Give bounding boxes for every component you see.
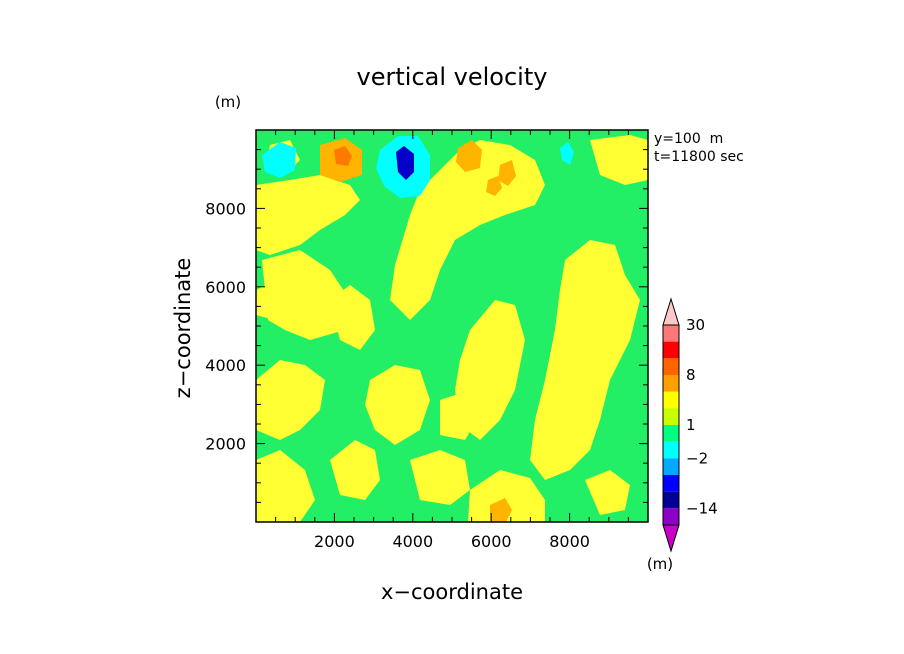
colorbar-swatch: [663, 408, 679, 425]
colorbar-swatch: [663, 475, 679, 492]
chart-title: vertical velocity: [357, 63, 548, 91]
x-tick-label: 4000: [392, 532, 433, 551]
colorbar-swatch: [663, 441, 679, 459]
strong-positive-regions: [334, 146, 352, 166]
y-axis-label: z−coordinate: [171, 258, 195, 399]
colorbar-tick-label: −14: [686, 499, 718, 517]
y-axis-unit: (m): [215, 93, 241, 111]
colorbar-swatch: [663, 391, 679, 409]
colorbar-tick-label: 1: [686, 416, 696, 434]
axis-tick-labels: 2000 4000 6000 8000 2000 4000 6000 8000: [205, 199, 590, 551]
annotation-t: t=11800 sec: [654, 149, 744, 165]
colorbar-tick-label: 30: [686, 316, 705, 334]
colorbar-max-triangle: [662, 297, 680, 326]
axis-ticks: [256, 130, 648, 522]
x-tick-label: 8000: [549, 532, 590, 551]
colorbar-swatch: [663, 341, 679, 359]
colorbar-swatch: [663, 491, 679, 509]
strong-negative-regions: [396, 146, 414, 180]
colorbar-swatch: [663, 375, 679, 392]
x-tick-label: 2000: [314, 532, 355, 551]
colorbar-swatch: [663, 425, 679, 442]
x-tick-label: 6000: [471, 532, 512, 551]
colorbar-swatch: [663, 325, 679, 342]
velocity-field: [256, 130, 648, 522]
colorbar-swatch: [663, 508, 679, 525]
colorbar-tick-label: −2: [686, 449, 708, 467]
colorbar-frame: [662, 324, 680, 526]
y-tick-label: 6000: [205, 278, 246, 297]
y-tick-label: 4000: [205, 356, 246, 375]
y-tick-label: 2000: [205, 435, 246, 454]
positive-regions: [256, 135, 648, 522]
colorbar-tick-labels: 30 8 1 −2 −14: [686, 316, 718, 517]
colorbar-swatch: [663, 358, 679, 375]
annotation-y: y=100 m: [654, 131, 723, 147]
y-tick-label: 8000: [205, 199, 246, 218]
x-axis-label: x−coordinate: [381, 580, 523, 604]
colorbar-min-triangle: [662, 524, 680, 553]
colorbar: [662, 297, 680, 553]
colorbar-tick-label: 8: [686, 366, 696, 384]
colorbar-swatch: [663, 458, 679, 475]
colorbar-unit: (m): [647, 555, 673, 573]
